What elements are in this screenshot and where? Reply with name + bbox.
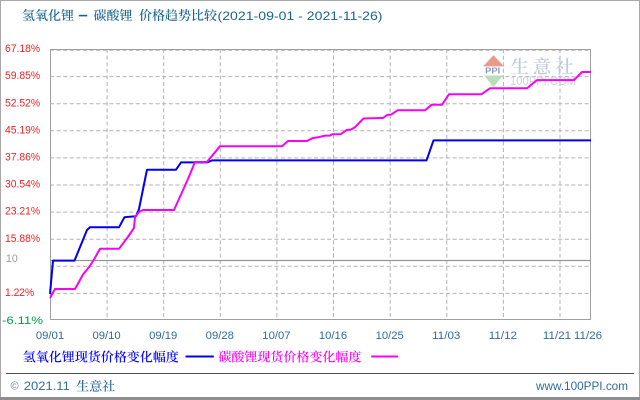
svg-text:67.18%: 67.18% bbox=[5, 43, 40, 55]
svg-text:10/25: 10/25 bbox=[376, 330, 404, 342]
svg-text:09/28: 09/28 bbox=[206, 330, 234, 342]
svg-text:11/26: 11/26 bbox=[574, 330, 602, 342]
svg-text:09/10: 09/10 bbox=[93, 330, 121, 342]
svg-text:45.19%: 45.19% bbox=[5, 124, 40, 136]
svg-text:09/01: 09/01 bbox=[36, 330, 64, 342]
svg-text:11/21: 11/21 bbox=[543, 330, 571, 342]
svg-text:23.21%: 23.21% bbox=[5, 206, 40, 218]
svg-text:37.86%: 37.86% bbox=[5, 152, 40, 164]
svg-text:www.100PPI.com: www.100PPI.com bbox=[535, 381, 628, 393]
svg-text:52.52%: 52.52% bbox=[5, 97, 40, 109]
svg-text:©: © bbox=[11, 381, 19, 393]
svg-text:09/19: 09/19 bbox=[149, 330, 177, 342]
svg-text:59.85%: 59.85% bbox=[5, 70, 40, 82]
svg-text:10: 10 bbox=[6, 253, 18, 265]
svg-text:PPI: PPI bbox=[485, 67, 500, 76]
svg-text:10/16: 10/16 bbox=[319, 330, 347, 342]
svg-text:10/07: 10/07 bbox=[262, 330, 290, 342]
svg-text:(2021-09-01 - 2021-11-26): (2021-09-01 - 2021-11-26) bbox=[218, 9, 383, 23]
svg-text:11/12: 11/12 bbox=[489, 330, 517, 342]
svg-text:11/03: 11/03 bbox=[432, 330, 460, 342]
svg-text:30.54%: 30.54% bbox=[5, 179, 40, 191]
svg-text:2021.11: 2021.11 bbox=[24, 381, 70, 393]
svg-text:-6.11%: -6.11% bbox=[2, 315, 43, 327]
svg-text:15.88%: 15.88% bbox=[5, 233, 40, 245]
svg-text:1.22%: 1.22% bbox=[5, 287, 34, 299]
